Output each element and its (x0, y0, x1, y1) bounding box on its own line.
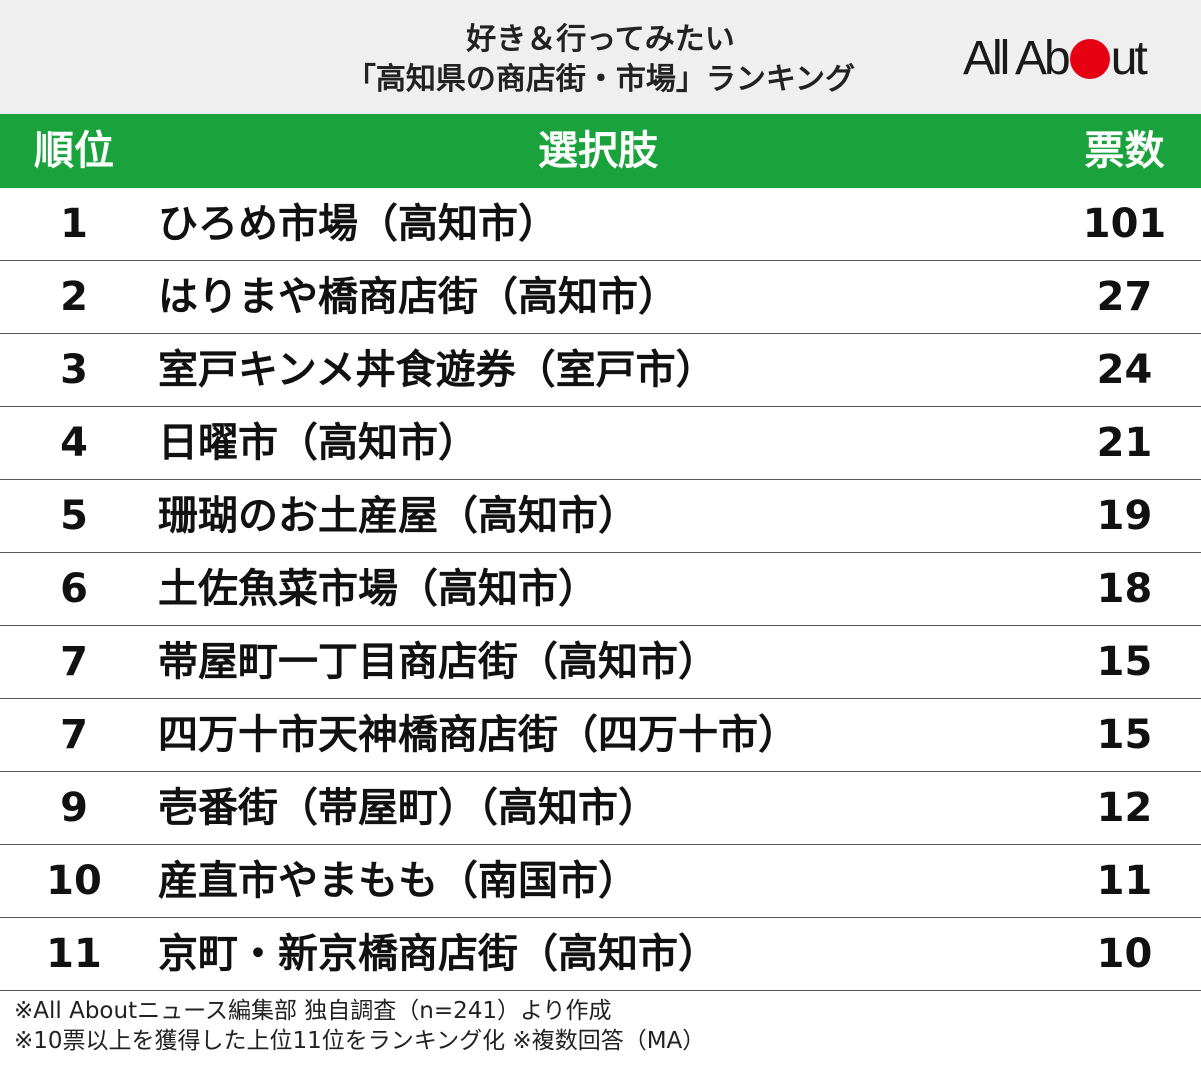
votes-cell: 10 (1096, 931, 1153, 977)
votes-cell: 15 (1096, 639, 1153, 685)
votes-cell: 15 (1096, 712, 1153, 758)
votes-cell: 11 (1096, 858, 1153, 904)
rank-cell: 4 (60, 420, 88, 466)
choice-cell: 室戸キンメ丼食遊券（室戸市） (158, 347, 716, 393)
votes-cell: 27 (1096, 274, 1153, 320)
table-row: 10 産直市やまもも（南国市） 11 (0, 845, 1201, 918)
footnotes: ※All Aboutニュース編集部 独自調査（n=241）より作成 ※10票以上… (14, 996, 705, 1056)
table-row: 6 土佐魚菜市場（高知市） 18 (0, 553, 1201, 626)
rank-cell: 1 (60, 201, 88, 247)
rank-cell: 2 (60, 274, 88, 320)
footnote-source: ※All Aboutニュース編集部 独自調査（n=241）より作成 (14, 998, 612, 1024)
header-choice: 選択肢 (538, 128, 658, 174)
chart-title-line-1: 好き＆行ってみたい (466, 22, 735, 57)
table-row: 3 室戸キンメ丼食遊券（室戸市） 24 (0, 334, 1201, 407)
chart-title-line-2: 「高知県の商店街・市場」ランキング (345, 62, 856, 97)
choice-cell: ひろめ市場（高知市） (158, 201, 558, 247)
choice-cell: 四万十市天神橋商店街（四万十市） (158, 712, 798, 758)
table-row: 2 はりまや橋商店街（高知市） 27 (0, 261, 1201, 334)
votes-cell: 24 (1096, 347, 1153, 393)
table-row: 11 京町・新京橋商店街（高知市） 10 (0, 918, 1201, 991)
votes-cell: 21 (1096, 420, 1153, 466)
title-area: 好き＆行ってみたい 「高知県の商店街・市場」ランキング All Ab ut (0, 0, 1201, 114)
table-row: 1 ひろめ市場（高知市） 101 (0, 188, 1201, 261)
choice-cell: 日曜市（高知市） (158, 420, 478, 466)
logo-text-end: ut (1110, 31, 1148, 85)
table-header: 順位 選択肢 票数 (0, 114, 1201, 188)
table-row: 9 壱番街（帯屋町）（高知市） 12 (0, 772, 1201, 845)
header-votes: 票数 (1084, 128, 1165, 174)
rank-cell: 11 (46, 931, 102, 977)
votes-cell: 101 (1082, 201, 1167, 247)
choice-cell: はりまや橋商店街（高知市） (158, 274, 678, 320)
table-body: 1 ひろめ市場（高知市） 101 2 はりまや橋商店街（高知市） 27 3 室戸… (0, 188, 1201, 991)
rank-cell: 10 (46, 858, 102, 904)
rank-cell: 3 (60, 347, 88, 393)
choice-cell: 土佐魚菜市場（高知市） (158, 566, 598, 612)
choice-cell: 産直市やまもも（南国市） (158, 858, 638, 904)
votes-cell: 18 (1096, 566, 1153, 612)
table-row: 5 珊瑚のお土産屋（高知市） 19 (0, 480, 1201, 553)
rank-cell: 9 (60, 785, 88, 831)
choice-cell: 帯屋町一丁目商店街（高知市） (158, 639, 718, 685)
choice-cell: 珊瑚のお土産屋（高知市） (158, 493, 638, 539)
allabout-logo: All Ab ut (963, 30, 1148, 86)
table-row: 4 日曜市（高知市） 21 (0, 407, 1201, 480)
header-rank: 順位 (34, 128, 114, 174)
rank-cell: 6 (60, 566, 88, 612)
logo-red-dot-icon (1069, 39, 1110, 79)
votes-cell: 12 (1096, 785, 1153, 831)
rank-cell: 7 (60, 712, 88, 758)
table-row: 7 四万十市天神橋商店街（四万十市） 15 (0, 699, 1201, 772)
table-row: 7 帯屋町一丁目商店街（高知市） 15 (0, 626, 1201, 699)
footnote-method: ※10票以上を獲得した上位11位をランキング化 ※複数回答（MA） (14, 1028, 706, 1054)
votes-cell: 19 (1096, 493, 1153, 539)
choice-cell: 壱番街（帯屋町）（高知市） (158, 785, 658, 831)
choice-cell: 京町・新京橋商店街（高知市） (158, 931, 718, 977)
logo-text-start: All Ab (963, 31, 1071, 85)
rank-cell: 7 (60, 639, 88, 685)
rank-cell: 5 (60, 493, 88, 539)
